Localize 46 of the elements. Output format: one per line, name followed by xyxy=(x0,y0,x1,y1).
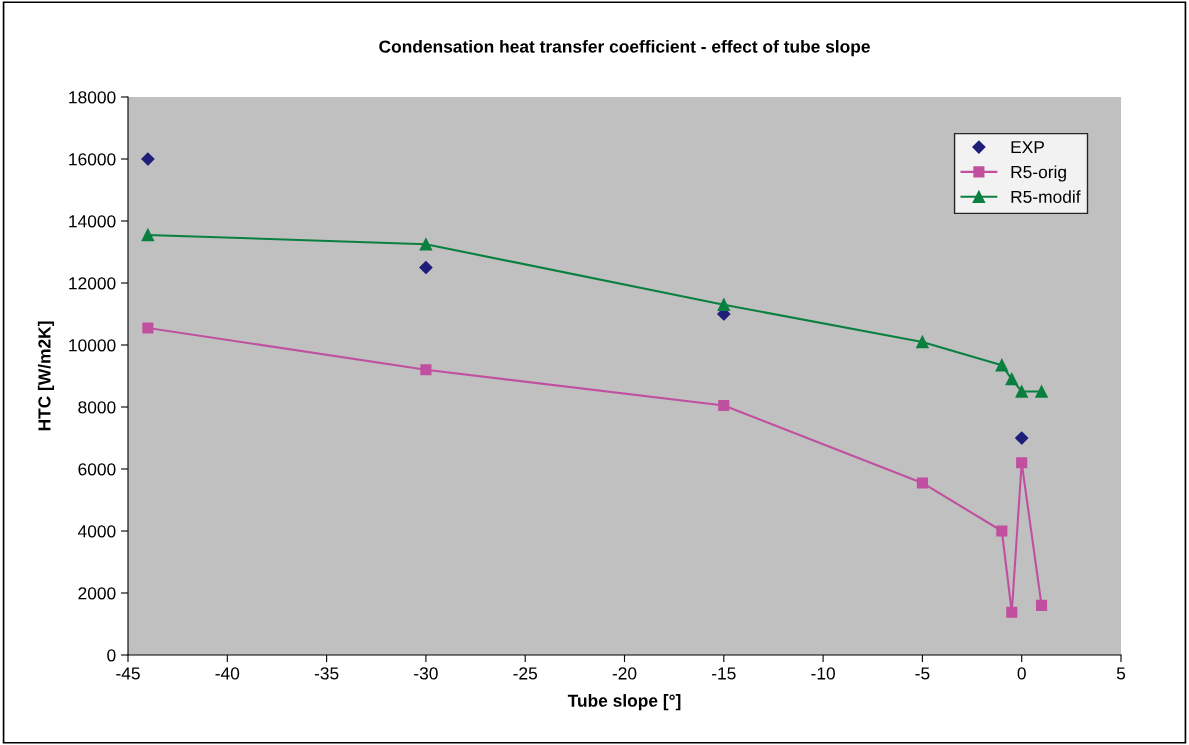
y-tick-label: 10000 xyxy=(69,339,116,352)
point xyxy=(142,322,154,334)
x-tick-label: 0 xyxy=(1017,667,1026,680)
y-tick-label: 2000 xyxy=(78,587,116,600)
x-tick-label: -20 xyxy=(612,667,637,680)
x-tick-label: -45 xyxy=(116,667,140,680)
point xyxy=(1015,385,1028,398)
x-tick-label: -25 xyxy=(513,667,538,680)
y-tick-label: 12000 xyxy=(69,277,116,290)
point xyxy=(1016,457,1028,469)
point xyxy=(717,298,731,311)
y-tick-label: 14000 xyxy=(69,215,116,228)
y-tick-label: 8000 xyxy=(78,401,116,414)
point xyxy=(1036,599,1048,611)
point xyxy=(420,364,432,376)
y-tick-label: 4000 xyxy=(77,525,116,538)
legend-label: R5-modif xyxy=(1011,190,1081,204)
point xyxy=(916,477,928,489)
x-tick-label: -15 xyxy=(712,667,736,680)
point xyxy=(1006,606,1018,618)
point xyxy=(1005,372,1019,386)
point xyxy=(718,399,730,412)
point xyxy=(141,152,155,166)
point xyxy=(916,335,929,349)
y-tick-label: 16000 xyxy=(69,153,116,166)
x-tick-label: -5 xyxy=(915,667,930,680)
x-tick-label: -40 xyxy=(215,667,240,680)
y-tick-label: 0 xyxy=(107,649,116,662)
y-tick-label: 6000 xyxy=(78,463,116,476)
point xyxy=(995,358,1009,372)
point xyxy=(419,260,433,275)
point xyxy=(1035,385,1048,398)
legend-label: R5-orig xyxy=(1011,165,1066,182)
x-tick-label: 5 xyxy=(1116,667,1126,680)
x-axis-title: Tube slope [°] xyxy=(567,694,681,711)
legend-label: EXP xyxy=(1011,141,1044,154)
x-tick-label: -35 xyxy=(314,667,339,680)
point xyxy=(141,228,155,242)
point xyxy=(419,237,433,251)
chart-title: Condensation heat transfer coefficient - effect of tube slope xyxy=(379,39,870,57)
y-tick-label: 18000 xyxy=(69,91,116,104)
y-axis-title: HTC [W/m2K] xyxy=(37,321,55,431)
point xyxy=(996,525,1008,537)
point xyxy=(1015,431,1029,445)
x-tick-label: -30 xyxy=(414,667,438,680)
x-tick-label: -10 xyxy=(811,667,835,680)
